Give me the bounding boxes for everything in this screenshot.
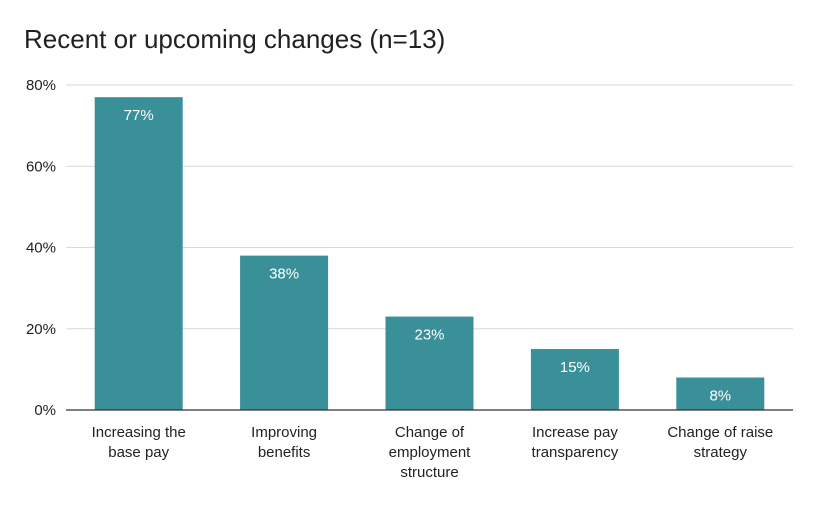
bars: [94, 97, 765, 410]
y-tick-label: 20%: [26, 321, 56, 338]
x-category-label-line: employment: [389, 444, 472, 461]
x-category-label: Change of employment structure: [389, 424, 472, 481]
bar: [385, 316, 474, 410]
bar-value-label: 8%: [709, 388, 731, 405]
x-category-label: Change of raise strategy: [667, 424, 773, 461]
y-tick-label: 80%: [26, 77, 56, 94]
x-category-label-line: Change of: [395, 424, 465, 441]
bar-value-label: 23%: [414, 327, 444, 344]
y-tick-label: 40%: [26, 240, 56, 257]
x-category-label: Increase pay transparency: [532, 424, 619, 461]
gridlines: [66, 84, 793, 330]
bar-value-label: 38%: [269, 266, 299, 283]
x-category-label-line: benefits: [258, 444, 311, 461]
bar-value-label: 77%: [124, 107, 154, 124]
x-category-label-line: Increasing the: [92, 424, 186, 441]
bar: [240, 255, 329, 410]
x-axis-categories: Increasing the base pay Improving benefits C…: [92, 424, 774, 481]
y-axis-ticks: 0% 20% 40% 60% 80%: [26, 77, 56, 419]
bar: [94, 97, 183, 410]
bar-value-label: 15%: [560, 359, 590, 376]
chart-title: Recent or upcoming changes (n=13): [24, 24, 446, 54]
x-category-label: Improving benefits: [251, 424, 317, 461]
x-category-label-line: strategy: [694, 444, 748, 461]
y-tick-label: 60%: [26, 158, 56, 175]
x-category-label-line: Increase pay: [532, 424, 618, 441]
bar: [530, 349, 619, 410]
bar: [676, 377, 765, 410]
x-category-label-line: structure: [400, 464, 458, 481]
x-category-label-line: base pay: [108, 444, 169, 461]
x-category-label: Increasing the base pay: [92, 424, 186, 461]
data-labels: 77% 38% 23% 15% 8%: [124, 107, 731, 404]
x-category-label-line: Change of raise: [667, 424, 773, 441]
y-tick-label: 0%: [34, 402, 56, 419]
x-category-label-line: transparency: [532, 444, 619, 461]
x-category-label-line: Improving: [251, 424, 317, 441]
